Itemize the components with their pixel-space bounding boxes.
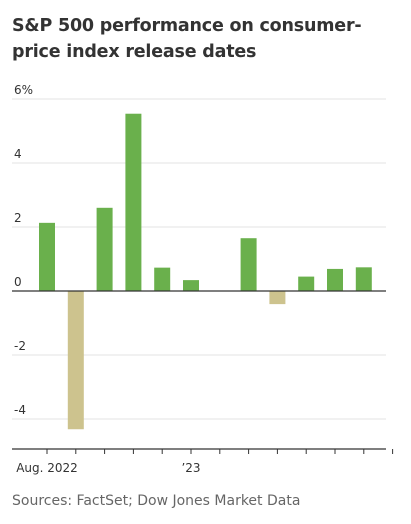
bar-2022-08 — [39, 222, 55, 291]
chart-title: S&P 500 performance on consumer-price in… — [12, 16, 362, 62]
x-tick-label: Aug. 2022 — [16, 461, 78, 475]
bar-2023-05 — [298, 276, 315, 291]
bar-2022-09 — [67, 291, 84, 430]
bar-2022-11 — [125, 113, 142, 291]
x-axis: Aug. 2022 ’23 — [12, 448, 394, 475]
bars — [12, 113, 386, 430]
bar-2023-03 — [240, 238, 257, 291]
y-tick-label: -4 — [14, 403, 26, 417]
y-tick-label: 0 — [14, 275, 22, 289]
bar-2023-06 — [327, 268, 343, 291]
bar-2023-07 — [355, 267, 372, 291]
bar-2023-04 — [269, 291, 286, 305]
source-note: Sources: FactSet; Dow Jones Market Data — [12, 493, 301, 509]
y-tick-label: 2 — [14, 211, 22, 225]
y-tick-label: -2 — [14, 339, 26, 353]
x-tick-label: ’23 — [181, 461, 200, 475]
y-tick-label: 4 — [14, 147, 22, 161]
bar-chart: 6% 4 2 0 -2 -4 Aug. 2022 ’23 — [12, 83, 394, 475]
bar-2022-10 — [96, 207, 113, 291]
y-axis-labels: 6% 4 2 0 -2 -4 — [14, 83, 33, 417]
bar-2023-01 — [183, 280, 199, 291]
y-tick-label: 6% — [14, 83, 33, 97]
bar-2022-12 — [154, 267, 171, 291]
